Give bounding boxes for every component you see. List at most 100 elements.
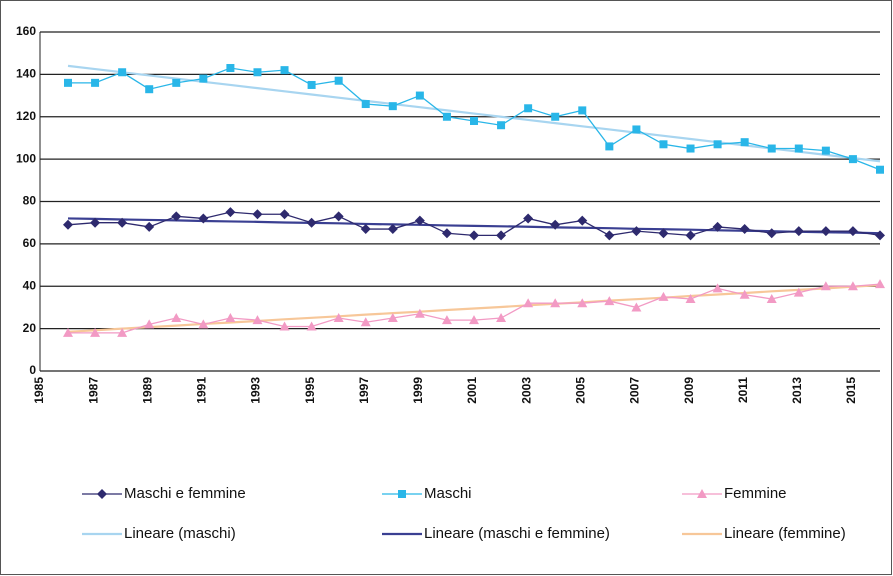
point [496, 230, 507, 241]
point [225, 207, 236, 218]
point [821, 146, 830, 155]
point [199, 74, 208, 83]
x-tick-label: 2011 [736, 377, 750, 403]
y-tick-label: 140 [16, 67, 36, 81]
point [848, 155, 857, 164]
point [605, 142, 614, 151]
point [820, 281, 831, 291]
point [198, 213, 209, 224]
point [307, 80, 316, 89]
point [172, 78, 181, 87]
legend-label: Lineare (femmine) [724, 525, 846, 542]
point [91, 78, 100, 87]
x-tick-label: 1987 [86, 377, 100, 404]
point [388, 102, 397, 111]
legend-marker [398, 490, 406, 498]
point [360, 224, 371, 235]
point [631, 302, 642, 312]
point [118, 68, 127, 77]
x-tick-label: 1985 [32, 377, 46, 404]
point [550, 298, 561, 308]
point [333, 211, 344, 222]
x-tick-label: 2001 [465, 377, 479, 404]
point [550, 219, 561, 230]
point [90, 217, 101, 228]
point [739, 289, 750, 299]
point [361, 100, 370, 109]
x-tick-label: 2007 [628, 377, 642, 404]
y-tick-label: 160 [16, 24, 36, 38]
y-tick-label: 120 [16, 109, 36, 123]
x-tick-label: 1993 [249, 377, 263, 404]
point [442, 112, 451, 121]
point [847, 226, 858, 237]
y-tick-label: 60 [23, 236, 37, 250]
point [523, 298, 534, 308]
point [252, 315, 263, 325]
x-tick-label: 2005 [574, 377, 588, 404]
point [766, 228, 777, 239]
point [306, 321, 317, 331]
point [712, 221, 723, 232]
point [632, 125, 641, 134]
x-tick-label: 2015 [844, 377, 858, 404]
point [794, 144, 803, 153]
point [658, 228, 669, 239]
legend-label: Maschi e femmine [124, 485, 246, 502]
point [658, 291, 669, 301]
point [225, 313, 236, 323]
point [766, 293, 777, 303]
y-tick-label: 100 [16, 151, 36, 165]
point [198, 319, 209, 329]
point [117, 217, 128, 228]
point [551, 112, 560, 121]
point [252, 209, 263, 220]
point [279, 321, 290, 331]
point [712, 283, 723, 293]
legend-label: Maschi [424, 485, 472, 502]
point [577, 298, 588, 308]
point [280, 66, 289, 75]
legend-label: Lineare (maschi e femmine) [424, 525, 610, 542]
point [604, 230, 615, 241]
point [497, 121, 506, 130]
point [171, 211, 182, 222]
point [279, 209, 290, 220]
x-tick-label: 2009 [682, 377, 696, 404]
point [875, 279, 885, 289]
x-tick-label: 1999 [411, 377, 425, 404]
point [63, 327, 73, 337]
point [577, 215, 588, 226]
x-tick-label: 1997 [357, 377, 371, 404]
point [875, 230, 885, 241]
point [441, 315, 452, 325]
point [387, 224, 398, 235]
point [469, 230, 479, 241]
point [145, 85, 154, 94]
point [360, 317, 371, 327]
y-tick-label: 0 [29, 363, 36, 377]
point [144, 221, 155, 232]
point [631, 226, 642, 237]
point [414, 215, 425, 226]
legend-label: Lineare (maschi) [124, 525, 236, 542]
point [604, 296, 615, 306]
point [820, 226, 831, 237]
point [876, 165, 884, 174]
point [334, 76, 343, 85]
point [767, 144, 776, 153]
point [686, 144, 695, 153]
point [414, 308, 425, 318]
point [306, 217, 317, 228]
point [740, 138, 749, 147]
x-tick-label: 1989 [140, 377, 154, 404]
point [90, 327, 101, 337]
point [226, 64, 235, 73]
x-tick-label: 1991 [195, 377, 209, 404]
x-tick-label: 2003 [519, 377, 533, 404]
point [117, 327, 128, 337]
point [333, 313, 344, 323]
point [496, 313, 507, 323]
point [685, 293, 696, 303]
